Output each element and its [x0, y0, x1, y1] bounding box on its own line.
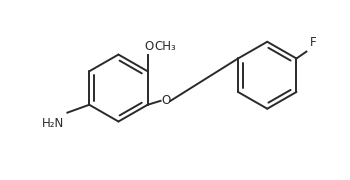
Text: F: F: [310, 36, 317, 49]
Text: O: O: [161, 94, 170, 107]
Text: H₂N: H₂N: [42, 117, 64, 130]
Text: O: O: [144, 40, 153, 53]
Text: CH₃: CH₃: [155, 40, 176, 53]
